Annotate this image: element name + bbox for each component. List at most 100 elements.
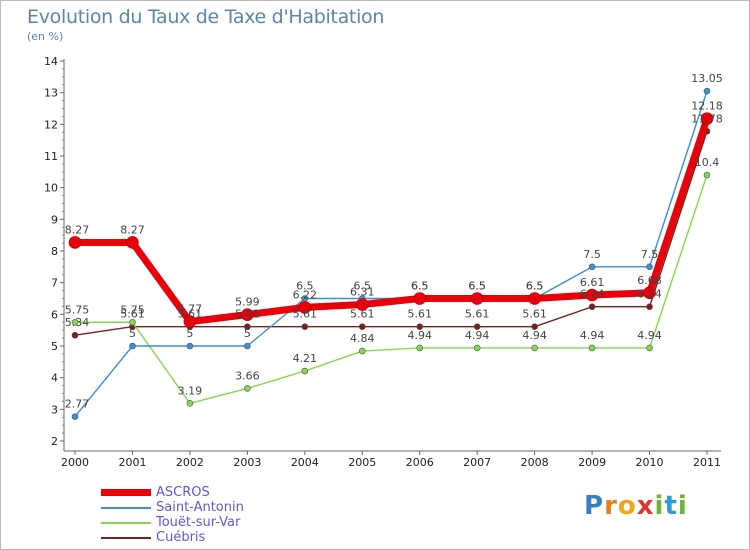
- data-point-cu-bris: [646, 303, 653, 311]
- data-point-ascros: [355, 298, 369, 311]
- data-label-saint-antonin: 5: [186, 327, 193, 340]
- data-label-saint-antonin: 2.77: [65, 398, 90, 411]
- y-tick-label: 6: [51, 308, 58, 321]
- legend-label: Cuébris: [156, 530, 206, 545]
- legend-item-tou-t-sur-var: Touët-sur-Var: [101, 515, 301, 530]
- data-point-tou-t-sur-var: [416, 344, 424, 352]
- data-label-cu-bris: 6.24: [637, 288, 662, 301]
- data-point-tou-t-sur-var: [531, 344, 538, 352]
- data-point-ascros: [183, 315, 197, 328]
- x-tick-label: 2008: [521, 456, 549, 469]
- data-label-saint-antonin: 7.5: [641, 248, 659, 261]
- legend-item-saint-antonin: Saint-Antonin: [101, 500, 301, 515]
- legend-item-ascros: ASCROS: [101, 485, 301, 500]
- data-point-cu-bris: [71, 331, 79, 339]
- data-point-cu-bris: [416, 323, 424, 330]
- data-label-tou-t-sur-var: 5.75: [65, 303, 90, 316]
- data-label-tou-t-sur-var: 4.94: [637, 329, 662, 342]
- data-point-tou-t-sur-var: [244, 385, 251, 392]
- data-label-tou-t-sur-var: 4.94: [522, 329, 547, 342]
- data-label-saint-antonin: 6.5: [296, 280, 314, 293]
- data-label-saint-antonin: 6.5: [354, 280, 372, 293]
- data-point-ascros: [241, 308, 254, 321]
- data-point-saint-antonin: [129, 342, 136, 350]
- data-label-tou-t-sur-var: 4.21: [293, 352, 318, 365]
- data-point-cu-bris: [301, 323, 309, 330]
- series-line-saint-antonin: [74, 90, 708, 418]
- data-point-tou-t-sur-var: [646, 344, 653, 352]
- data-label-cu-bris: 5.61: [178, 308, 203, 321]
- data-point-ascros: [700, 112, 714, 125]
- y-tick-label: 3: [51, 403, 58, 416]
- data-label-tou-t-sur-var: 3.19: [178, 384, 203, 397]
- data-label-saint-antonin: 6.5: [468, 280, 486, 293]
- data-label-cu-bris: 5.61: [293, 308, 318, 321]
- legend-item-cu-bris: Cuébris: [101, 530, 301, 545]
- series-line-ascros: [75, 117, 711, 326]
- data-label-ascros: 5.99: [235, 296, 260, 309]
- data-label-cu-bris: 11.78: [691, 112, 723, 125]
- data-label-saint-antonin: 7.5: [583, 248, 601, 261]
- data-label-cu-bris: 5.61: [465, 308, 490, 321]
- data-point-cu-bris: [531, 323, 538, 330]
- x-tick-label: 2001: [118, 456, 146, 469]
- data-label-ascros: 6.5: [411, 280, 429, 293]
- data-label-saint-antonin: 5: [129, 327, 136, 340]
- chart-subtitle: (en %): [27, 30, 64, 43]
- y-tick-label: 10: [44, 182, 58, 195]
- data-label-tou-t-sur-var: 4.84: [350, 332, 375, 345]
- data-label-saint-antonin: 5: [244, 327, 251, 340]
- data-point-tou-t-sur-var: [703, 171, 711, 179]
- data-label-ascros: 6.5: [526, 280, 544, 293]
- data-point-cu-bris: [358, 323, 366, 330]
- data-point-cu-bris: [244, 323, 251, 330]
- y-tick-label: 14: [44, 55, 58, 68]
- y-tick-label: 9: [51, 213, 58, 226]
- proxiti-logo: Proxiti: [584, 491, 688, 521]
- x-tick-label: 2000: [61, 456, 89, 469]
- data-point-saint-antonin: [244, 342, 251, 350]
- data-label-tou-t-sur-var: 4.94: [580, 329, 605, 342]
- data-point-ascros: [298, 301, 312, 314]
- data-point-tou-t-sur-var: [186, 400, 194, 407]
- data-label-tou-t-sur-var: 4.94: [465, 329, 490, 342]
- series-line-tou-t-sur-var: [75, 174, 708, 405]
- legend: ASCROS Saint-Antonin Touët-sur-Var Cuébris: [101, 485, 301, 545]
- series-line-cu-bris: [74, 131, 708, 336]
- y-tick-label: 4: [51, 372, 58, 385]
- data-point-tou-t-sur-var: [588, 344, 596, 352]
- x-tick-label: 2003: [233, 456, 261, 469]
- data-label-saint-antonin: 6.5: [526, 280, 544, 293]
- data-point-tou-t-sur-var: [129, 318, 136, 326]
- data-point-ascros: [585, 288, 599, 302]
- data-label-ascros: 6.5: [468, 280, 486, 293]
- y-tick-label: 5: [51, 340, 58, 353]
- data-label-tou-t-sur-var: 3.66: [235, 369, 260, 382]
- x-tick-label: 2005: [348, 456, 376, 469]
- data-label-cu-bris: 6.24: [580, 288, 605, 301]
- data-label-ascros: 6.61: [580, 276, 605, 289]
- x-tick-label: 2006: [406, 456, 434, 469]
- data-point-saint-antonin: [186, 342, 194, 350]
- data-label-tou-t-sur-var: 5.75: [120, 303, 145, 316]
- legend-label: Touët-sur-Var: [156, 515, 241, 530]
- data-label-tou-t-sur-var: 10.4: [695, 156, 720, 169]
- data-label-cu-bris: 5.61: [407, 308, 432, 321]
- x-tick-label: 2009: [578, 456, 606, 469]
- data-label-ascros: 6.22: [293, 288, 318, 301]
- x-tick-label: 2007: [463, 456, 491, 469]
- data-label-tou-t-sur-var: 4.94: [407, 329, 432, 342]
- data-label-saint-antonin: 6.5: [411, 280, 429, 293]
- data-point-ascros: [470, 292, 484, 305]
- data-label-ascros: 8.27: [65, 223, 90, 236]
- data-point-saint-antonin: [646, 263, 653, 271]
- data-label-ascros: 6.68: [637, 274, 662, 287]
- data-point-saint-antonin: [588, 263, 596, 271]
- x-tick-label: 2010: [636, 456, 664, 469]
- data-label-cu-bris: 5.61: [235, 308, 260, 321]
- data-label-cu-bris: 5.34: [65, 316, 90, 329]
- data-label-cu-bris: 5.61: [120, 308, 145, 321]
- data-label-ascros: 12.18: [691, 100, 723, 113]
